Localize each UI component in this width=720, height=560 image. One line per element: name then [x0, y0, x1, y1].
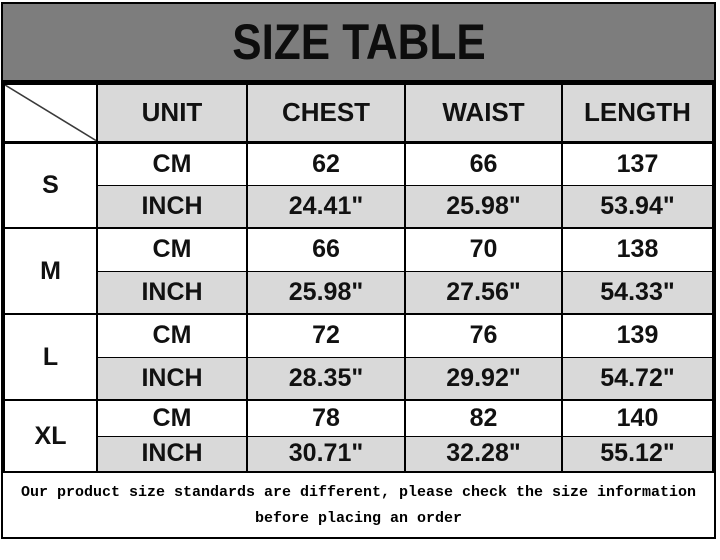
table-row-s-inch: INCH 24.41" 25.98" 53.94": [4, 184, 714, 229]
table-row-m-cm: M CM 66 70 138: [3, 227, 714, 315]
table-row-l-inch: INCH 28.35" 29.92" 54.72": [4, 356, 714, 401]
cell-s-inch-chest: 24.41": [246, 184, 406, 229]
size-label-m: M: [3, 227, 98, 315]
note-line-1: Our product size standards are different…: [20, 484, 697, 501]
cell-m-inch-waist: 27.56": [404, 270, 563, 315]
col-header-chest: CHEST: [246, 83, 406, 144]
col-header-waist: WAIST: [404, 83, 563, 144]
table-row-xl-cm: XL CM 78 82 140: [3, 399, 714, 473]
table-row-xl-inch: INCH 30.71" 32.28" 55.12": [4, 435, 714, 473]
cell-s-cm-waist: 66: [404, 141, 563, 186]
cell-xl-cm-length: 140: [561, 399, 714, 437]
table-row-s-cm: S CM 62 66 137: [3, 141, 714, 229]
cell-l-inch-chest: 28.35": [246, 356, 406, 401]
size-label-l: L: [3, 313, 98, 401]
cell-m-inch-length: 54.33": [561, 270, 714, 315]
cell-xl-cm-waist: 82: [404, 399, 563, 437]
unit-label-xl-inch: INCH: [96, 435, 248, 473]
unit-label-m-inch: INCH: [96, 270, 248, 315]
diagonal-cell: [3, 83, 98, 144]
cell-l-inch-waist: 29.92": [404, 356, 563, 401]
cell-l-cm-length: 139: [561, 313, 714, 358]
unit-label-m-cm: CM: [96, 227, 248, 272]
cell-l-cm-waist: 76: [404, 313, 563, 358]
note-line-2: before placing an order: [254, 510, 463, 527]
unit-label-l-inch: INCH: [96, 356, 248, 401]
size-label-xl: XL: [3, 399, 98, 473]
cell-l-inch-length: 54.72": [561, 356, 714, 401]
unit-label-s-inch: INCH: [96, 184, 248, 229]
diagonal-line-icon: [5, 85, 96, 141]
col-header-length: LENGTH: [561, 83, 714, 144]
cell-xl-inch-chest: 30.71": [246, 435, 406, 473]
cell-m-inch-chest: 25.98": [246, 270, 406, 315]
table-row-m-inch: INCH 25.98" 27.56" 54.33": [4, 270, 714, 315]
size-label-s: S: [3, 141, 98, 229]
title-banner: SIZE TABLE: [3, 4, 714, 83]
cell-xl-cm-chest: 78: [246, 399, 406, 437]
col-header-unit: UNIT: [96, 83, 248, 144]
cell-s-cm-chest: 62: [246, 141, 406, 186]
page-title: SIZE TABLE: [231, 14, 486, 70]
cell-s-inch-waist: 25.98": [404, 184, 563, 229]
unit-label-s-cm: CM: [96, 141, 248, 186]
cell-l-cm-chest: 72: [246, 313, 406, 358]
cell-m-cm-length: 138: [561, 227, 714, 272]
unit-label-l-cm: CM: [96, 313, 248, 358]
size-table: UNIT CHEST WAIST LENGTH S CM 62 66 137 I…: [3, 83, 714, 473]
size-chart-sheet: SIZE TABLE UNIT CHEST WAIST LENGTH: [1, 2, 716, 539]
size-disclaimer-note: Our product size standards are different…: [3, 473, 714, 537]
cell-m-cm-chest: 66: [246, 227, 406, 272]
header-row: UNIT CHEST WAIST LENGTH: [3, 83, 714, 144]
table-row-l-cm: L CM 72 76 139: [3, 313, 714, 401]
cell-xl-inch-waist: 32.28": [404, 435, 563, 473]
cell-m-cm-waist: 70: [404, 227, 563, 272]
cell-s-inch-length: 53.94": [561, 184, 714, 229]
cell-s-cm-length: 137: [561, 141, 714, 186]
unit-label-xl-cm: CM: [96, 399, 248, 437]
cell-xl-inch-length: 55.12": [561, 435, 714, 473]
